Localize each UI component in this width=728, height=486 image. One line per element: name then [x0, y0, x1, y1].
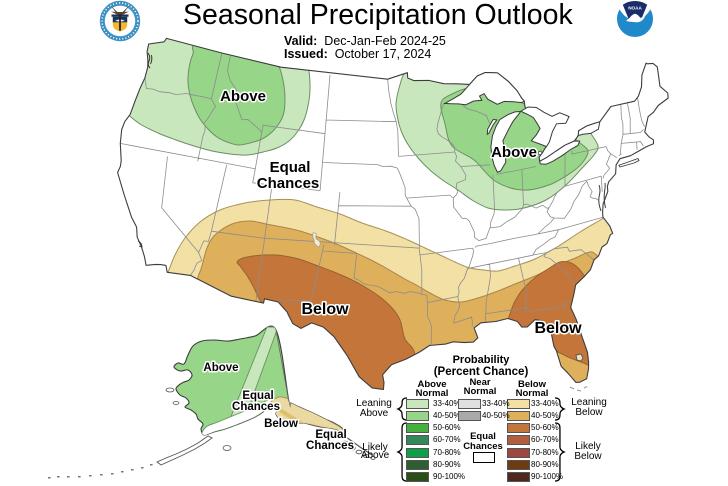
svg-text:Above: Above	[220, 88, 266, 105]
svg-text:Above: Above	[491, 144, 537, 161]
svg-text:Above: Above	[203, 362, 238, 374]
svg-text:Below: Below	[301, 301, 349, 318]
svg-text:Equal: Equal	[315, 429, 346, 441]
svg-text:Below: Below	[534, 320, 582, 337]
svg-text:Chances: Chances	[257, 175, 320, 192]
svg-text:Equal: Equal	[242, 390, 273, 402]
svg-text:Chances: Chances	[306, 440, 354, 452]
svg-text:Chances: Chances	[232, 401, 280, 413]
svg-text:Below: Below	[264, 418, 298, 430]
svg-text:NOAA: NOAA	[628, 6, 642, 11]
svg-text:Equal: Equal	[270, 159, 311, 176]
